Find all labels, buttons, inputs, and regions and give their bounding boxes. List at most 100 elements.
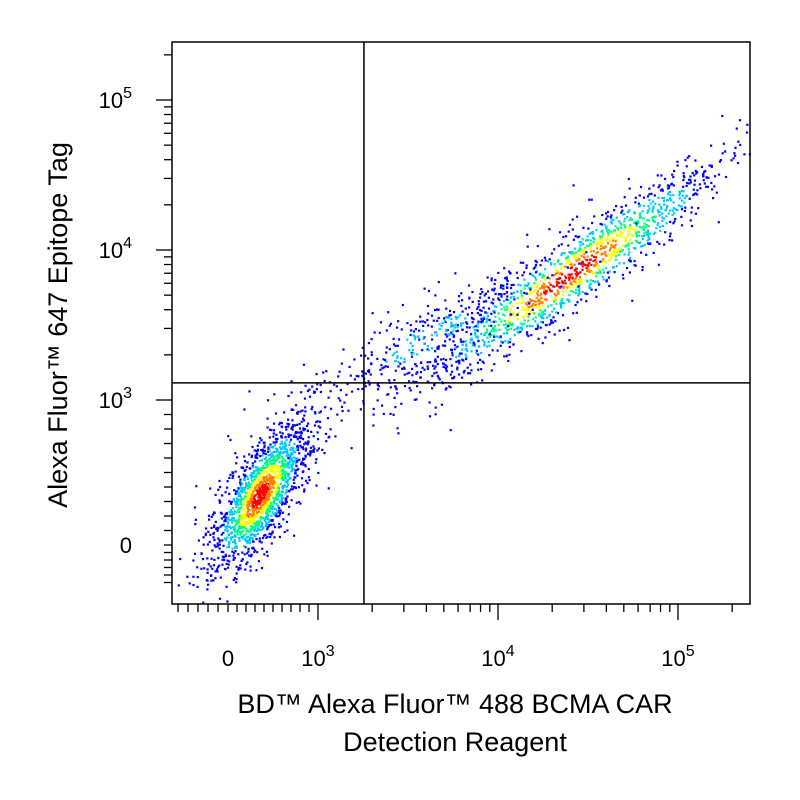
- event-dot: [337, 375, 340, 378]
- event-dot: [219, 576, 222, 579]
- event-dot: [271, 530, 274, 533]
- event-dot: [491, 349, 494, 352]
- event-dot: [251, 526, 254, 529]
- event-dot: [280, 496, 283, 499]
- event-dot: [258, 459, 261, 462]
- event-dot: [231, 521, 234, 524]
- event-dot: [230, 510, 234, 513]
- event-dot: [469, 363, 472, 366]
- event-dot: [506, 295, 509, 298]
- event-dot: [286, 450, 289, 453]
- event-dot: [300, 391, 303, 394]
- event-dot: [229, 536, 232, 539]
- event-dot: [571, 277, 574, 280]
- event-dot: [247, 540, 250, 543]
- event-dot: [414, 328, 417, 331]
- event-dot: [598, 238, 601, 241]
- event-dot: [229, 473, 232, 476]
- event-dot: [733, 152, 736, 155]
- event-dot: [220, 517, 223, 520]
- event-dot: [465, 344, 468, 348]
- event-dot: [202, 536, 205, 539]
- event-dot: [256, 489, 259, 492]
- event-dot: [490, 328, 493, 332]
- event-dot: [578, 284, 581, 287]
- event-dot: [272, 502, 275, 505]
- event-dot: [577, 285, 580, 288]
- event-dot: [634, 229, 637, 232]
- event-dot: [294, 404, 298, 407]
- event-dot: [395, 388, 398, 391]
- event-dot: [278, 475, 281, 478]
- event-dot: [397, 365, 400, 368]
- event-dot: [588, 262, 591, 265]
- event-dot: [262, 476, 265, 479]
- event-dot: [667, 191, 670, 194]
- event-dot: [487, 307, 491, 310]
- event-dot: [442, 357, 445, 361]
- event-dot: [519, 301, 522, 304]
- event-dot: [497, 323, 500, 327]
- event-dot: [461, 343, 464, 346]
- event-dot: [482, 361, 485, 364]
- event-dot: [240, 498, 243, 501]
- event-dot: [315, 373, 318, 376]
- event-dot: [624, 239, 627, 243]
- event-dot: [629, 217, 632, 220]
- event-dot: [605, 279, 608, 282]
- event-dot: [629, 226, 632, 229]
- event-dot: [539, 294, 542, 297]
- event-dot: [562, 235, 565, 239]
- event-dot: [665, 222, 668, 225]
- event-dot: [294, 476, 297, 479]
- event-dot: [471, 300, 474, 303]
- event-dot: [525, 292, 528, 295]
- event-dot: [242, 497, 245, 501]
- event-dot: [419, 320, 422, 323]
- event-dot: [539, 326, 542, 329]
- event-dot: [612, 231, 615, 234]
- event-dot: [434, 365, 437, 368]
- event-dot: [265, 480, 268, 483]
- event-dot: [211, 513, 215, 516]
- event-dot: [544, 290, 547, 294]
- event-dot: [509, 286, 513, 290]
- event-dot: [615, 265, 618, 268]
- event-dot: [319, 410, 322, 413]
- event-dot: [383, 366, 386, 369]
- event-dot: [490, 277, 493, 280]
- event-dot: [691, 171, 694, 175]
- event-dot: [282, 450, 285, 453]
- event-dot: [315, 420, 318, 424]
- event-dot: [266, 493, 269, 496]
- event-dot: [529, 272, 532, 275]
- event-dot: [278, 453, 281, 456]
- event-dot: [455, 355, 458, 359]
- event-dot: [221, 494, 224, 497]
- event-dot: [477, 322, 480, 325]
- event-dot: [284, 447, 287, 450]
- event-dot: [591, 221, 594, 225]
- event-dot: [485, 317, 488, 320]
- event-dot: [484, 292, 487, 295]
- event-dot: [252, 470, 256, 473]
- event-dot: [452, 335, 455, 339]
- event-dot: [209, 487, 212, 490]
- event-dot: [590, 254, 594, 257]
- event-dot: [548, 315, 551, 318]
- event-dot: [576, 256, 579, 259]
- event-dot: [272, 461, 275, 465]
- event-dot: [464, 348, 467, 351]
- event-dot: [239, 500, 242, 503]
- x-tick-label: 103: [301, 643, 334, 671]
- event-dot: [251, 521, 254, 524]
- event-dot: [525, 311, 528, 314]
- event-dot: [410, 352, 414, 355]
- event-dot: [236, 532, 239, 535]
- event-dot: [270, 501, 273, 504]
- event-dot: [249, 536, 252, 539]
- event-dot: [309, 452, 312, 455]
- event-dot: [298, 431, 301, 434]
- event-dot: [230, 538, 233, 541]
- event-dot: [638, 205, 641, 208]
